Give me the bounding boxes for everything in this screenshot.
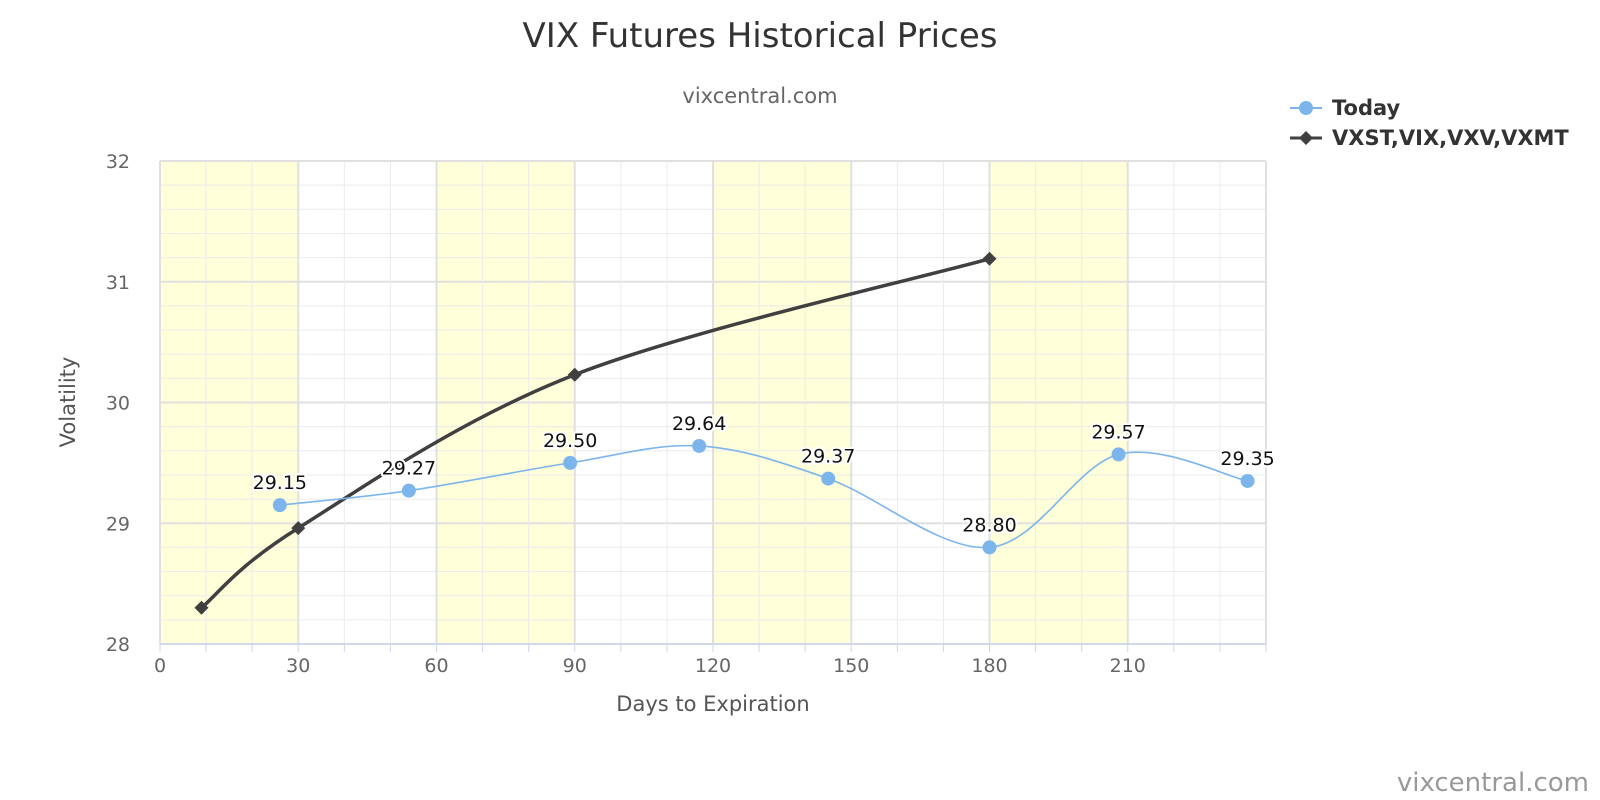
x-tick-label: 0 [154,655,166,677]
data-point[interactable] [982,251,997,266]
data-point[interactable] [563,455,578,470]
legend-item-today[interactable]: Today [1290,96,1401,120]
x-tick-label: 180 [971,655,1007,677]
x-tick-label: 210 [1110,655,1146,677]
series-today: 29.15 29.27 29.50 29.64 29.37 28.80 29.57 29.35 [251,411,1277,555]
x-tick-label: 30 [286,655,310,677]
chart-subtitle: vixcentral.com [682,84,837,108]
data-label: 29.37 [801,446,855,468]
data-point[interactable] [194,600,209,615]
x-tick-label: 60 [424,655,448,677]
axes: 0 30 60 90 120 150 180 210 28 29 30 31 32 [106,151,1267,677]
data-label: 29.57 [1091,421,1145,443]
x-tick-label: 120 [695,655,731,677]
legend-label-today: Today [1332,96,1401,120]
data-label: 28.80 [962,514,1016,536]
data-label: 29.15 [253,472,307,494]
legend-label-term-structure: VXST,VIX,VXV,VXMT [1332,126,1569,150]
data-label: 29.64 [672,413,726,435]
data-label: 29.50 [543,430,597,452]
y-tick-label: 32 [106,151,130,173]
data-point[interactable] [1111,447,1126,462]
data-label: 29.35 [1220,448,1274,470]
x-axis-title: Days to Expiration [616,692,809,716]
data-point[interactable] [821,471,836,486]
data-point[interactable] [567,367,582,382]
data-point[interactable] [401,483,416,498]
data-point[interactable] [982,540,997,555]
legend-circle-icon [1299,101,1313,115]
series-term-structure [194,251,997,615]
y-tick-label: 28 [106,634,130,656]
data-label: 29.27 [382,458,436,480]
credit-link[interactable]: vixcentral.com [1397,768,1589,798]
legend-item-vxst-vix-vxv-vxmt[interactable]: VXST,VIX,VXV,VXMT [1290,126,1569,150]
y-tick-label: 30 [106,393,130,415]
y-axis-title: Volatility [56,357,80,448]
y-tick-label: 29 [106,513,130,535]
y-tick-label: 31 [106,272,130,294]
chart-title: VIX Futures Historical Prices [523,16,998,56]
series-line [199,257,992,610]
data-point[interactable] [692,438,707,453]
legend: Today VXST,VIX,VXV,VXMT [1290,96,1569,150]
x-tick-label: 90 [563,655,587,677]
data-point[interactable] [291,521,306,536]
grid-lines [159,160,1267,645]
x-tick-label: 150 [833,655,869,677]
legend-diamond-icon [1299,131,1313,145]
data-point[interactable] [1240,473,1255,488]
plot-area: 29.15 29.27 29.50 29.64 29.37 28.80 29.57 29.35 [194,251,1277,615]
data-point[interactable] [272,498,287,513]
series-line [279,444,1249,549]
